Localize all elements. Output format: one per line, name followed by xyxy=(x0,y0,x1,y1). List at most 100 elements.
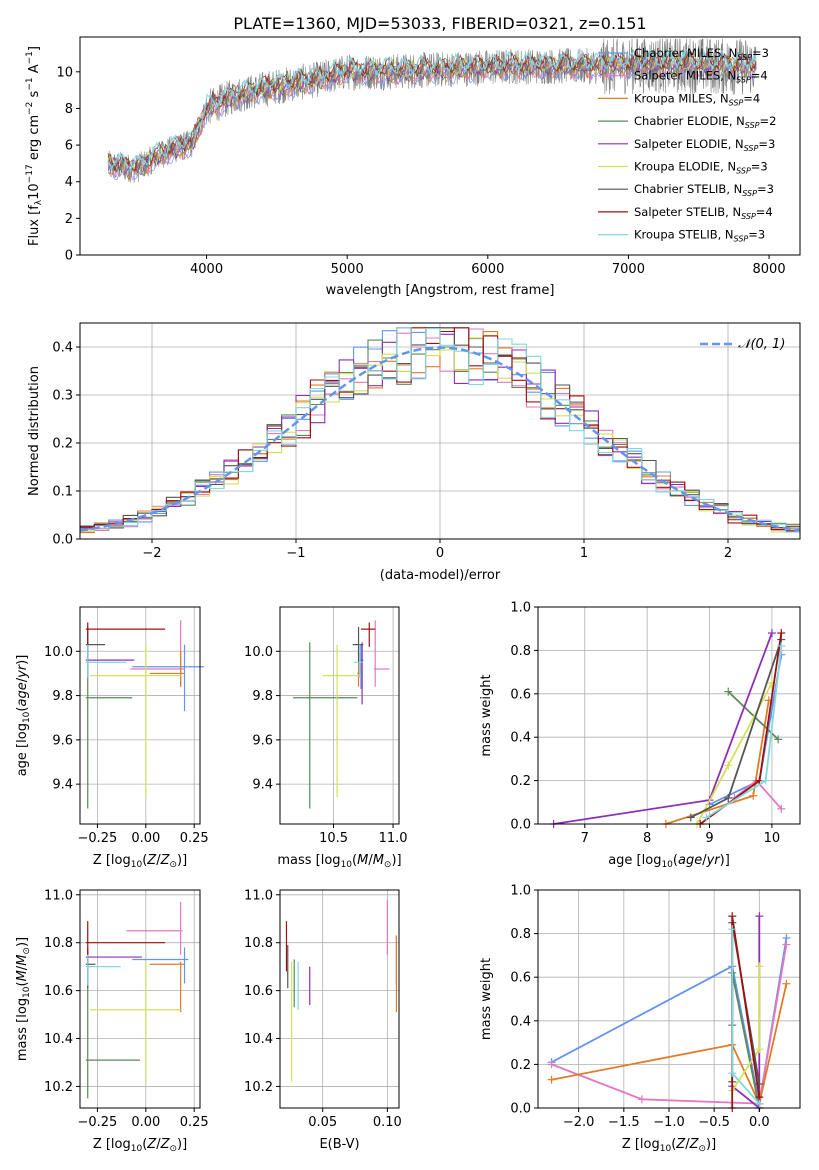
y-tick-label: 9.8 xyxy=(252,689,273,704)
weight-marker-salpeter_elodie xyxy=(767,629,776,638)
weight-marker-kroupa_stelib xyxy=(755,1099,764,1108)
y-axis-label: mass weight xyxy=(479,958,494,1040)
legend-label: Chabrier STELIB, NSSP=3 xyxy=(634,182,774,198)
axes-frame xyxy=(279,606,400,825)
x-axis-label: wavelength [Angstrom, rest frame] xyxy=(326,283,555,298)
figure-title: PLATE=1360, MJD=53033, FIBERID=0321, z=0… xyxy=(233,14,646,33)
y-tick-label: 10.6 xyxy=(244,984,273,999)
y-tick-label: 0.2 xyxy=(510,1058,531,1073)
y-tick-label: 10.2 xyxy=(44,1080,73,1095)
x-tick-label: 2 xyxy=(724,546,732,561)
weight-marker-kroupa_miles xyxy=(547,1075,556,1084)
legend-label: Kroupa STELIB, NSSP=3 xyxy=(634,228,765,244)
x-tick-label: −1.0 xyxy=(653,1115,685,1130)
weight-marker-kroupa_elodie xyxy=(755,962,764,971)
x-tick-label: 0.0 xyxy=(749,1115,770,1130)
y-tick-label: 10.4 xyxy=(244,1032,273,1047)
errorbar-chabrier_elodie xyxy=(85,964,140,1099)
weight-line-kroupa_miles xyxy=(551,983,788,1107)
histogram-chabrier_stelib xyxy=(80,327,800,529)
legend-label: Kroupa MILES, NSSP=4 xyxy=(634,91,760,107)
weight-marker-salpeter_elodie xyxy=(755,912,764,921)
weight-marker-salpeter_stelib xyxy=(728,912,737,921)
y-tick-label: 4 xyxy=(65,175,73,190)
x-tick-label: 5000 xyxy=(331,262,364,277)
errorbar-kroupa_miles xyxy=(149,651,185,687)
axes-frame xyxy=(279,889,400,1109)
weight-marker-kroupa_elodie xyxy=(755,1045,764,1054)
model-spectrum-kroupa_stelib xyxy=(107,48,757,172)
model-spectrum-salpeter_stelib xyxy=(107,50,757,173)
weight-line-chabrier_elodie xyxy=(727,690,779,741)
y-tick-label: 11.0 xyxy=(44,888,73,903)
x-tick-label: −1 xyxy=(286,546,305,561)
errorbar-chabrier_miles xyxy=(132,644,204,712)
x-axis-label: E(B-V) xyxy=(319,1137,359,1152)
x-tick-label: 4000 xyxy=(190,262,223,277)
weight-marker-chabrier_stelib xyxy=(724,793,733,802)
mass-vs-ebv-panel: 0.05 0.10 10.2 10.4 10.6 10.8 11.0 E(B-V) xyxy=(244,888,402,1152)
weight-marker-chabrier_stelib xyxy=(686,813,695,822)
spectrum-panel: 4000 5000 6000 7000 8000 0 2 4 6 8 10 wavelength [A… xyxy=(25,36,801,298)
y-tick-label: 10.0 xyxy=(44,645,73,660)
y-tick-label: 10 xyxy=(56,65,73,80)
weight-line-salpeter_miles xyxy=(551,944,788,1105)
legend-label: Chabrier MILES, NSSP=3 xyxy=(634,46,769,62)
x-tick-label: 7 xyxy=(581,831,589,846)
age-vs-metallicity-panel: −0.25 0.00 0.25 9.4 9.6 9.8 10.0 Z [log10(Z/Z⊙)… xyxy=(15,606,209,870)
x-tick-label: 0.00 xyxy=(131,831,160,846)
errorbar-salpeter_miles xyxy=(130,620,185,687)
y-tick-label: 0 xyxy=(65,249,73,264)
y-tick-label: 11.0 xyxy=(244,888,273,903)
legend-label: Chabrier ELODIE, NSSP=2 xyxy=(634,114,776,130)
x-axis-label: mass [log10(M/M⊙)] xyxy=(277,853,401,870)
residuals-panel: −2 −1 0 1 2 0.0 0.1 0.2 0.3 0.4 𝒩(0, 1) (data-model… xyxy=(27,322,801,583)
y-tick-label: 0.6 xyxy=(510,971,531,986)
x-tick-label: 0.10 xyxy=(373,1115,402,1130)
y-tick-label: 0.0 xyxy=(510,818,531,833)
y-tick-label: 0.4 xyxy=(510,1014,531,1029)
errorbar-salpeter_stelib xyxy=(85,622,166,647)
axes-frame xyxy=(79,889,201,1109)
y-tick-label: 9.6 xyxy=(252,733,273,748)
weight-vs-metallicity-panel: −2.0 −1.5 −1.0 −0.5 0.0 0.0 0.2 0.4 0.6 0.8 1.0 mas… xyxy=(479,884,801,1154)
y-tick-label: 0.6 xyxy=(510,687,531,702)
y-tick-label: 9.8 xyxy=(52,689,73,704)
errorbar-salpeter_stelib xyxy=(360,622,376,647)
errorbar-kroupa_stelib xyxy=(353,644,363,678)
x-tick-label: 0.25 xyxy=(180,1115,209,1130)
x-tick-label: −2 xyxy=(142,546,161,561)
errorbar-salpeter_elodie xyxy=(85,642,135,678)
x-tick-label: −0.25 xyxy=(77,1115,117,1130)
axes-frame xyxy=(79,606,201,825)
weight-marker-salpeter_miles xyxy=(777,804,786,813)
errorbar-salpeter_miles xyxy=(374,620,390,687)
x-tick-label: 10 xyxy=(764,831,781,846)
weight-marker-kroupa_miles xyxy=(749,791,758,800)
x-tick-label: 6000 xyxy=(471,262,504,277)
legend-label: Salpeter ELODIE, NSSP=3 xyxy=(634,137,775,153)
x-tick-label: 0.05 xyxy=(308,1115,337,1130)
y-tick-label: 0.1 xyxy=(52,485,73,500)
y-tick-label: 10.6 xyxy=(44,984,73,999)
errorbar-chabrier_miles xyxy=(132,947,189,984)
y-tick-label: 9.4 xyxy=(252,778,273,793)
y-tick-label: 1.0 xyxy=(510,884,531,899)
weight-marker-chabrier_elodie xyxy=(774,735,783,744)
x-axis-label: Z [log10(Z/Z⊙)] xyxy=(93,1137,187,1154)
y-axis-label: Normed distribution xyxy=(27,366,42,496)
y-axis-label: mass [log10(M/M⊙)] xyxy=(15,937,32,1061)
axes-frame xyxy=(79,36,801,256)
weight-marker-kroupa_elodie xyxy=(724,761,733,770)
errorbar-salpeter_elodie xyxy=(360,642,364,705)
y-tick-label: 10.4 xyxy=(44,1032,73,1047)
errorbar-chabrier_elodie xyxy=(85,642,133,809)
y-tick-label: 0.4 xyxy=(52,341,73,356)
y-tick-label: 0.3 xyxy=(52,389,73,404)
y-tick-label: 10.8 xyxy=(44,936,73,951)
mass-vs-metallicity-panel: −0.25 0.00 0.25 10.2 10.4 10.6 10.8 11.0 Z [log1… xyxy=(15,888,209,1154)
x-tick-label: 8000 xyxy=(753,262,786,277)
x-tick-label: 9 xyxy=(705,831,713,846)
normal-distribution-curve xyxy=(79,346,801,532)
